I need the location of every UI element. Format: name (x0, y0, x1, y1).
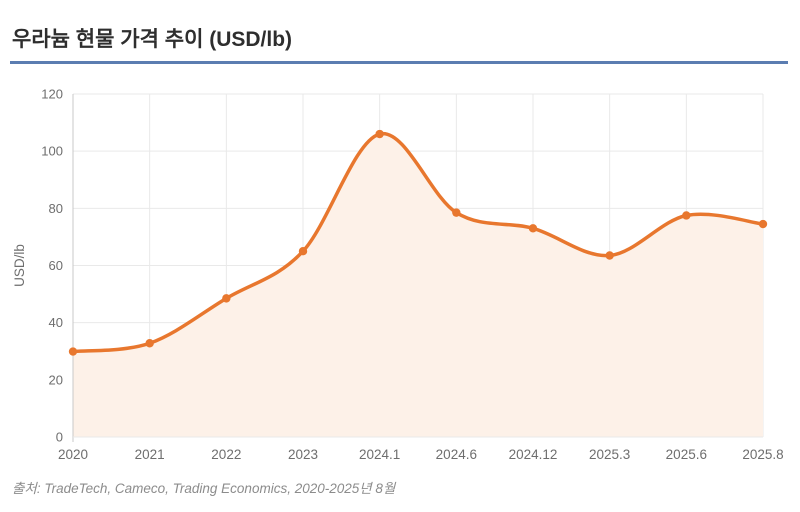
x-tick-label: 2024.6 (436, 447, 477, 462)
x-tick-label: 2020 (58, 447, 88, 462)
x-tick-label: 2025.8 (742, 447, 783, 462)
title-underline (10, 61, 788, 64)
y-tick-label: 100 (41, 144, 63, 159)
y-tick-label: 0 (56, 430, 63, 445)
data-point (528, 224, 538, 233)
data-point (758, 219, 768, 229)
x-tick-label: 2022 (211, 447, 241, 462)
data-point (222, 294, 231, 303)
x-tick-label: 2021 (135, 447, 165, 462)
data-point (298, 247, 308, 256)
data-point (68, 347, 78, 356)
data-point (452, 208, 461, 217)
y-tick-label: 60 (49, 258, 63, 273)
x-tick-label: 2025.6 (666, 447, 707, 462)
y-tick-label: 80 (49, 201, 63, 216)
data-point (375, 129, 384, 139)
x-tick-label: 2024.12 (509, 447, 558, 462)
page-title: 우라늄 현물 가격 추이 (USD/lb) (12, 28, 293, 51)
data-point (605, 251, 614, 260)
price-line (71, 132, 765, 354)
area-fill (73, 133, 763, 437)
source-note: 출처: TradeTech, Cameco, Trading Economics… (12, 481, 396, 496)
data-point (682, 211, 691, 220)
y-tick-label: 120 (41, 87, 63, 102)
y-tick-label: 40 (49, 315, 63, 330)
y-axis-title: USD/lb (12, 244, 27, 287)
x-tick-label: 2025.3 (589, 447, 630, 462)
x-tick-label: 2024.1 (359, 447, 400, 462)
data-point (145, 339, 154, 348)
y-tick-label: 20 (49, 372, 63, 387)
x-tick-label: 2023 (288, 447, 318, 462)
